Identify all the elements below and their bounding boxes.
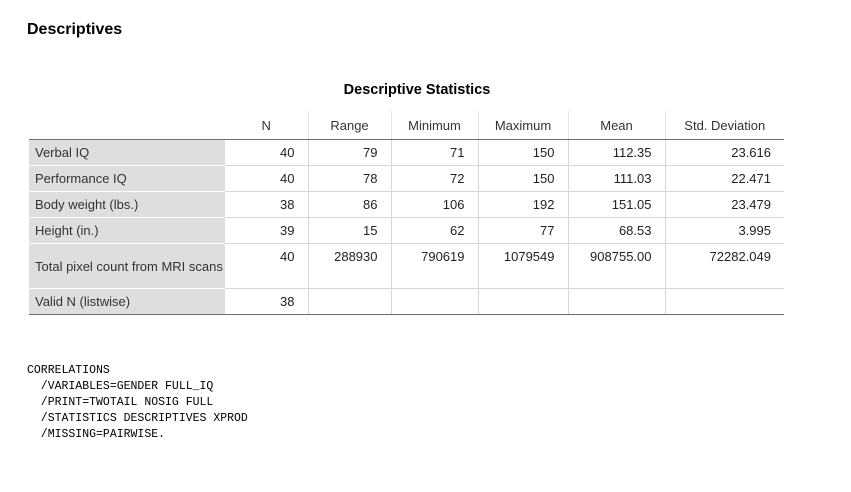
syntax-line: /PRINT=TWOTAIL NOSIG FULL xyxy=(27,396,214,409)
table-row: Performance IQ 40 78 72 150 111.03 22.47… xyxy=(29,165,784,192)
cell-maximum xyxy=(477,288,568,315)
cell-maximum: 192 xyxy=(477,191,568,218)
row-label: Verbal IQ xyxy=(29,139,225,166)
cell-maximum: 150 xyxy=(477,139,568,166)
cell-maximum: 150 xyxy=(477,165,568,192)
section-title: Descriptives xyxy=(27,21,123,38)
cell-range: 15 xyxy=(307,217,391,244)
corner-cell xyxy=(29,111,225,140)
cell-std-deviation: 72282.049 xyxy=(664,243,784,289)
column-header-std-deviation: Std. Deviation xyxy=(664,111,784,140)
column-header-range: Range xyxy=(307,111,391,140)
cell-range xyxy=(307,288,391,315)
syntax-line: /VARIABLES=GENDER FULL_IQ xyxy=(27,380,214,393)
table-header-row: N Range Minimum Maximum Mean Std. Deviat… xyxy=(29,111,784,140)
cell-std-deviation: 23.616 xyxy=(664,139,784,166)
row-label: Performance IQ xyxy=(29,165,225,192)
syntax-line: CORRELATIONS xyxy=(27,364,110,377)
syntax-line: /STATISTICS DESCRIPTIVES XPROD xyxy=(27,412,248,425)
table-row: Total pixel count from MRI scans 40 2889… xyxy=(29,243,784,289)
cell-minimum: 71 xyxy=(390,139,478,166)
cell-std-deviation: 3.995 xyxy=(664,217,784,244)
cell-mean xyxy=(567,288,665,315)
cell-std-deviation: 23.479 xyxy=(664,191,784,218)
cell-mean: 68.53 xyxy=(567,217,665,244)
table-title: Descriptive Statistics xyxy=(343,82,491,98)
row-label: Valid N (listwise) xyxy=(29,288,225,315)
cell-n: 38 xyxy=(225,191,308,218)
cell-std-deviation xyxy=(664,288,784,315)
row-label: Height (in.) xyxy=(29,217,225,244)
cell-maximum: 77 xyxy=(477,217,568,244)
table-row: Body weight (lbs.) 38 86 106 192 151.05 … xyxy=(29,191,784,218)
cell-minimum: 106 xyxy=(390,191,478,218)
cell-minimum: 790619 xyxy=(390,243,478,289)
cell-mean: 151.05 xyxy=(567,191,665,218)
cell-n: 40 xyxy=(225,165,308,192)
cell-minimum xyxy=(390,288,478,315)
column-header-mean: Mean xyxy=(567,111,665,140)
cell-mean: 112.35 xyxy=(567,139,665,166)
row-label: Total pixel count from MRI scans xyxy=(29,243,225,289)
cell-n: 40 xyxy=(225,243,308,289)
cell-minimum: 72 xyxy=(390,165,478,192)
syntax-line: /MISSING=PAIRWISE. xyxy=(27,428,166,441)
table-row: Verbal IQ 40 79 71 150 112.35 23.616 xyxy=(29,139,784,166)
cell-range: 78 xyxy=(307,165,391,192)
cell-range: 79 xyxy=(307,139,391,166)
syntax-block: CORRELATIONS /VARIABLES=GENDER FULL_IQ /… xyxy=(27,363,248,443)
table-row: Valid N (listwise) 38 xyxy=(29,288,784,315)
row-label: Body weight (lbs.) xyxy=(29,191,225,218)
cell-minimum: 62 xyxy=(390,217,478,244)
table-row: Height (in.) 39 15 62 77 68.53 3.995 xyxy=(29,217,784,244)
cell-n: 38 xyxy=(225,288,308,315)
descriptive-statistics-table: N Range Minimum Maximum Mean Std. Deviat… xyxy=(29,111,784,315)
cell-mean: 908755.00 xyxy=(567,243,665,289)
cell-n: 39 xyxy=(225,217,308,244)
column-header-n: N xyxy=(225,111,308,140)
cell-std-deviation: 22.471 xyxy=(664,165,784,192)
cell-range: 86 xyxy=(307,191,391,218)
column-header-minimum: Minimum xyxy=(390,111,478,140)
cell-maximum: 1079549 xyxy=(477,243,568,289)
cell-range: 288930 xyxy=(307,243,391,289)
cell-mean: 111.03 xyxy=(567,165,665,192)
column-header-maximum: Maximum xyxy=(477,111,568,140)
cell-n: 40 xyxy=(225,139,308,166)
